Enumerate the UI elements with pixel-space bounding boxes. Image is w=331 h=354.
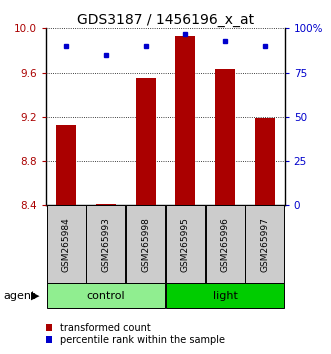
Text: GSM265995: GSM265995 [181, 217, 190, 272]
FancyBboxPatch shape [245, 205, 284, 283]
Text: GSM265997: GSM265997 [260, 217, 269, 272]
Title: GDS3187 / 1456196_x_at: GDS3187 / 1456196_x_at [77, 13, 254, 27]
FancyBboxPatch shape [206, 205, 245, 283]
FancyBboxPatch shape [166, 283, 284, 308]
Text: GSM265984: GSM265984 [62, 217, 71, 272]
Bar [136, 78, 156, 205]
Text: agent: agent [3, 291, 36, 301]
Bar [56, 125, 76, 205]
FancyBboxPatch shape [86, 205, 125, 283]
Bar [215, 69, 235, 205]
Text: light: light [213, 291, 238, 301]
FancyBboxPatch shape [47, 205, 86, 283]
Text: control: control [87, 291, 125, 301]
Text: GSM265996: GSM265996 [220, 217, 230, 272]
Text: GSM265993: GSM265993 [101, 217, 111, 272]
FancyBboxPatch shape [47, 283, 165, 308]
Bar [175, 36, 195, 205]
Text: ▶: ▶ [31, 291, 40, 301]
FancyBboxPatch shape [166, 205, 205, 283]
Bar [96, 204, 116, 205]
Text: GSM265998: GSM265998 [141, 217, 150, 272]
Legend: transformed count, percentile rank within the sample: transformed count, percentile rank withi… [45, 322, 226, 346]
FancyBboxPatch shape [126, 205, 165, 283]
Bar [255, 118, 275, 205]
